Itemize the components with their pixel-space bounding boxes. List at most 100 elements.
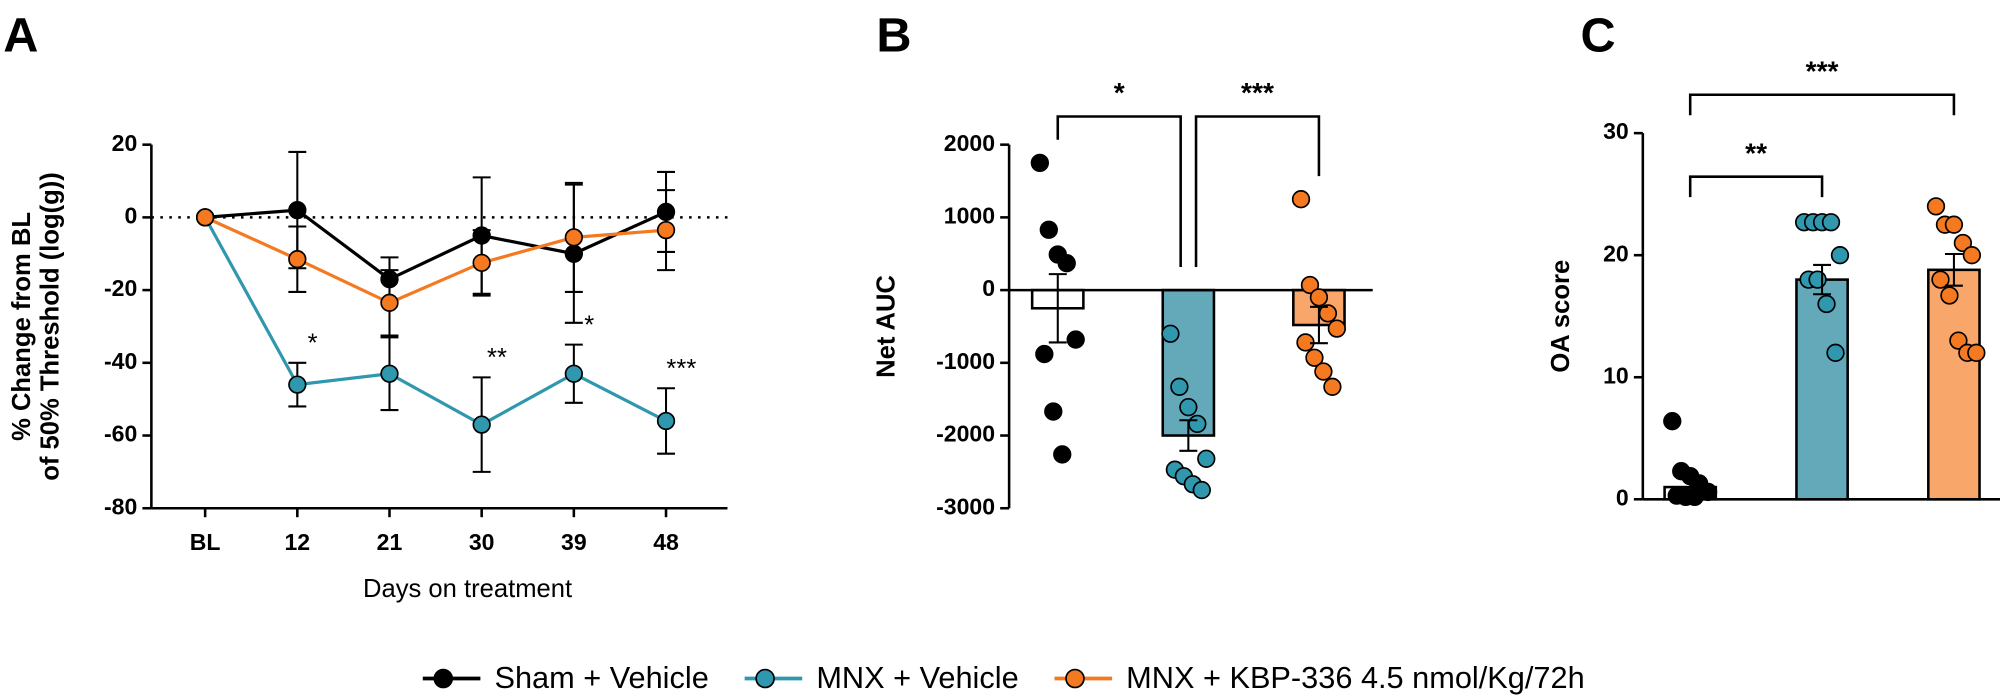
legend-label: MNX + KBP-336 4.5 nmol/Kg/72h xyxy=(1126,660,1584,695)
bar xyxy=(1795,278,1849,501)
data-point xyxy=(1314,362,1333,381)
marker xyxy=(472,226,491,245)
data-point xyxy=(1305,348,1324,367)
x-tick-label: 39 xyxy=(561,529,587,555)
data-point xyxy=(1817,294,1836,314)
data-point xyxy=(1826,343,1845,362)
bar xyxy=(1927,268,1981,501)
series-line xyxy=(204,215,667,305)
y-tick-label: 0 xyxy=(124,202,137,228)
legend: Sham + Vehicle MNX + Vehicle MNX + KBP-336… xyxy=(422,660,1585,695)
data-point xyxy=(1053,445,1072,464)
data-point xyxy=(1188,414,1207,434)
y-tick-label: 1000 xyxy=(944,202,995,228)
data-point xyxy=(1949,331,1968,350)
data-point xyxy=(1940,286,1959,305)
significance-bracket xyxy=(1056,115,1182,268)
marker xyxy=(564,364,583,383)
legend-marker xyxy=(755,668,775,689)
y-tick-label: 2000 xyxy=(944,130,995,156)
data-point xyxy=(1039,220,1058,239)
y-tick-label: 0 xyxy=(1616,484,1629,510)
panel: -80 -60 -40 -20 0 20 % Change from BL of 50% Th… xyxy=(3,8,728,603)
y-tick-label: -1000 xyxy=(936,348,995,374)
marker xyxy=(472,415,491,434)
panel-label: C xyxy=(1580,8,1615,62)
significance-label: ** xyxy=(1745,137,1767,168)
significance-bracket xyxy=(1194,115,1321,268)
y-axis-label: of 50% Threshold (log(g)) xyxy=(36,172,64,481)
data-point xyxy=(1327,319,1347,338)
data-point xyxy=(1931,270,1950,289)
data-point xyxy=(1035,344,1054,364)
y-tick-label: -20 xyxy=(104,275,137,301)
marker xyxy=(472,253,491,272)
x-tick-label: BL xyxy=(190,529,221,555)
series-line xyxy=(205,208,667,282)
marker xyxy=(288,200,307,220)
marker xyxy=(564,244,583,263)
marker xyxy=(656,220,676,240)
data-point xyxy=(1953,233,1973,253)
data-point xyxy=(1830,246,1850,265)
marker xyxy=(195,208,215,227)
significance-label: ** xyxy=(487,344,507,372)
y-axis-label: Net AUC xyxy=(872,275,900,378)
y-tick-label: -80 xyxy=(104,493,137,519)
marker xyxy=(380,270,399,289)
y-tick-label: 30 xyxy=(1603,118,1629,144)
data-point xyxy=(1300,275,1320,295)
marker xyxy=(380,293,399,312)
y-tick-label: -60 xyxy=(104,421,137,447)
data-point xyxy=(1170,377,1189,396)
data-point xyxy=(1926,197,1946,216)
data-point xyxy=(1808,270,1827,289)
y-axis-label: % Change from BL xyxy=(8,212,36,441)
data-point xyxy=(1967,343,1986,362)
legend-label: Sham + Vehicle xyxy=(494,660,708,695)
data-point xyxy=(1192,480,1211,500)
significance-label: * xyxy=(308,330,318,358)
data-point xyxy=(1291,190,1311,209)
data-point xyxy=(1044,402,1063,421)
y-tick-label: -2000 xyxy=(936,421,995,447)
data-point xyxy=(1821,213,1841,232)
data-point xyxy=(1309,288,1329,307)
x-axis-label: Days on treatment xyxy=(363,575,572,603)
y-tick-label: 10 xyxy=(1603,362,1629,388)
y-tick-label: 20 xyxy=(112,130,138,156)
x-tick-label: 21 xyxy=(377,529,403,555)
x-tick-label: 30 xyxy=(469,529,495,555)
significance-label: *** xyxy=(1806,55,1839,86)
marker xyxy=(656,411,676,431)
significance-bracket xyxy=(1688,175,1824,198)
marker xyxy=(564,228,583,247)
legend-marker xyxy=(1065,668,1085,689)
y-tick-label: 0 xyxy=(982,275,995,301)
panel-label: B xyxy=(876,8,911,62)
marker xyxy=(288,250,307,269)
data-point xyxy=(1663,412,1682,431)
legend-marker xyxy=(433,668,454,689)
significance-label: * xyxy=(584,311,594,339)
data-point xyxy=(1066,330,1085,349)
series-line xyxy=(203,216,667,427)
significance-label: *** xyxy=(1241,77,1274,108)
marker xyxy=(656,202,676,222)
data-point xyxy=(1197,449,1216,468)
panel-label: A xyxy=(3,8,38,62)
y-axis-label: OA score xyxy=(1547,260,1575,373)
marker xyxy=(380,364,399,383)
marker xyxy=(288,375,307,394)
significance-label: * xyxy=(1114,77,1125,108)
data-point xyxy=(1962,246,1981,265)
data-point xyxy=(1161,324,1180,343)
significance-label: *** xyxy=(666,355,696,383)
legend-label: MNX + Vehicle xyxy=(816,660,1018,695)
data-point xyxy=(1179,398,1198,417)
y-tick-label: -3000 xyxy=(936,493,995,519)
